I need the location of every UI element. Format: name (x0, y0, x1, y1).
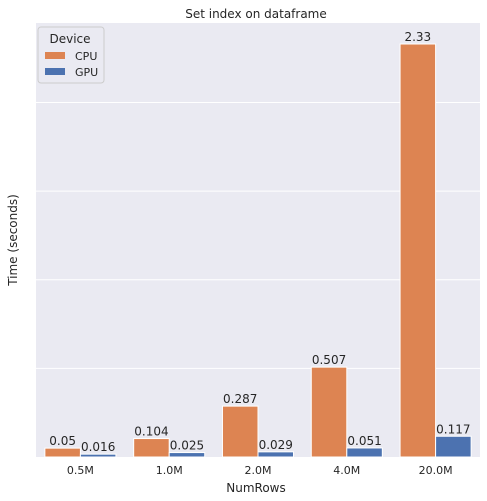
x-tick-label: 4.0M (333, 464, 360, 477)
legend-swatch-gpu (45, 68, 65, 75)
y-axis-label: Time (seconds) (6, 194, 20, 287)
bar-gpu-4.0M (346, 447, 383, 458)
bar-cpu-20.0M (399, 43, 437, 458)
bar-value-label: 0.104 (134, 425, 168, 439)
bar-value-label: 0.016 (81, 440, 115, 454)
bar-value-label: 0.051 (347, 434, 381, 448)
legend-title: Device (49, 32, 90, 46)
bars (44, 43, 472, 458)
legend-swatch-cpu (45, 52, 65, 59)
bar-value-label: 0.025 (170, 439, 204, 453)
bar-value-label: 0.507 (312, 353, 346, 367)
bar-value-label: 0.287 (223, 392, 257, 406)
x-tick-label: 0.5M (67, 464, 94, 477)
bar-cpu-0.5M (44, 447, 81, 458)
legend-label-cpu: CPU (75, 50, 97, 63)
x-axis-label: NumRows (226, 481, 285, 495)
bar-value-label: 2.33 (404, 30, 431, 44)
bar-value-label: 0.117 (436, 422, 470, 436)
x-tick-label: 20.0M (419, 464, 453, 477)
legend-label-gpu: GPU (75, 66, 98, 79)
bar-gpu-20.0M (435, 435, 472, 458)
bar-gpu-0.5M (79, 453, 117, 458)
x-tick-label: 1.0M (156, 464, 183, 477)
x-tick-label: 2.0M (245, 464, 272, 477)
bar-cpu-1.0M (133, 438, 170, 458)
bar-value-label: 0.05 (49, 434, 76, 448)
x-tick-labels: 0.5M 1.0M 2.0M 4.0M 20.0M (67, 464, 453, 477)
bar-cpu-4.0M (310, 366, 348, 458)
legend: Device CPU GPU (37, 26, 105, 84)
bar-cpu-2.0M (221, 405, 259, 458)
chart-title: Set index on dataframe (185, 7, 327, 21)
bar-value-label: 0.029 (259, 438, 293, 452)
bar-gpu-1.0M (168, 452, 206, 458)
bar-gpu-2.0M (257, 451, 295, 458)
